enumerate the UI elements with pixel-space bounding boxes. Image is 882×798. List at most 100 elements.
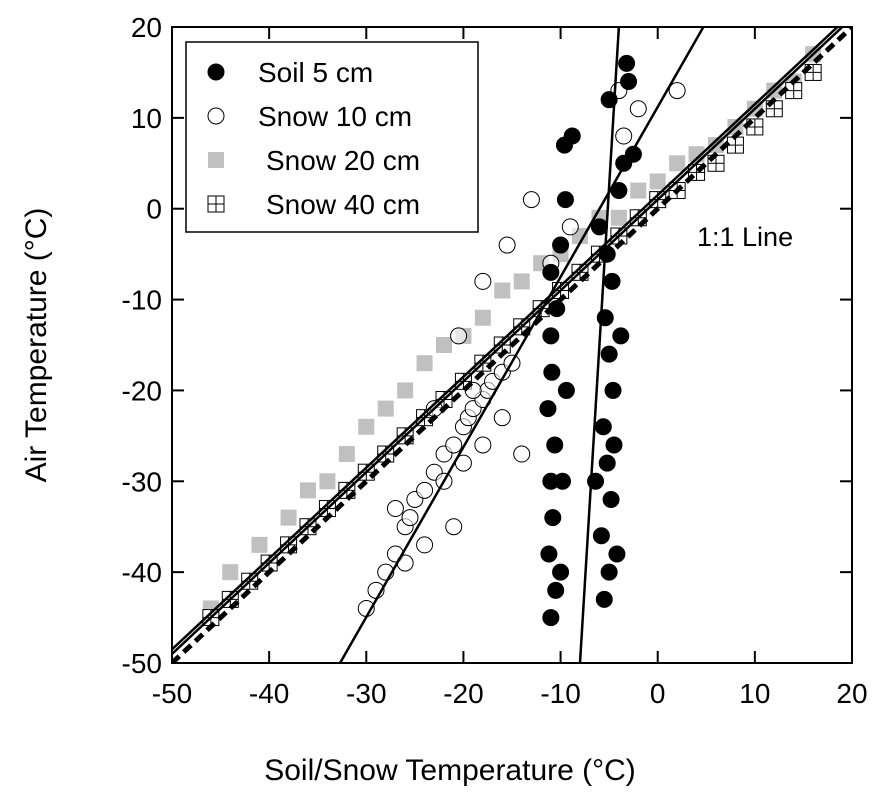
x-tick-label: -30 <box>346 678 386 709</box>
point <box>594 418 612 436</box>
point <box>207 107 225 125</box>
point <box>557 381 575 399</box>
point <box>556 191 574 209</box>
fit-line <box>172 27 839 651</box>
point <box>608 545 626 563</box>
plot-area <box>172 27 852 663</box>
y-tick-label: 20 <box>131 12 162 43</box>
y-tick-label: -20 <box>122 375 162 406</box>
point <box>513 445 531 463</box>
point <box>618 54 636 72</box>
point <box>602 490 620 508</box>
fit-line <box>172 27 844 655</box>
point <box>669 155 686 172</box>
point <box>493 409 511 427</box>
point <box>338 446 355 463</box>
legend-box <box>185 41 479 233</box>
point <box>620 73 638 91</box>
legend-label: Snow 20 cm <box>266 145 420 176</box>
point <box>436 337 452 353</box>
x-tick-label: 0 <box>650 678 666 709</box>
point <box>539 400 557 418</box>
legend-label: Snow 40 cm <box>266 189 420 220</box>
y-tick-label: -10 <box>122 285 162 316</box>
point <box>280 509 297 526</box>
annotation: 1:1 Line <box>697 222 793 252</box>
point <box>542 327 560 345</box>
legend-label: Snow 10 cm <box>258 101 412 132</box>
x-tick-label: -20 <box>443 678 483 709</box>
point <box>615 127 633 145</box>
point <box>598 454 616 472</box>
point <box>540 545 558 563</box>
point <box>604 381 622 399</box>
point <box>319 473 336 490</box>
point <box>543 363 561 381</box>
point <box>668 82 686 100</box>
point <box>649 173 666 190</box>
point <box>542 609 560 627</box>
point <box>300 482 316 499</box>
point <box>474 272 492 290</box>
point <box>522 191 540 209</box>
point <box>474 436 492 454</box>
point <box>251 536 268 553</box>
point <box>595 590 613 608</box>
point <box>542 263 560 281</box>
point <box>397 382 414 399</box>
point <box>555 136 573 154</box>
y-tick-label: 10 <box>131 103 162 134</box>
point <box>416 536 434 554</box>
point <box>450 327 468 345</box>
point <box>785 82 803 100</box>
y-tick-label: -30 <box>122 466 162 497</box>
point <box>547 581 565 599</box>
point <box>222 564 239 581</box>
x-tick-label: 10 <box>739 678 770 709</box>
point <box>546 436 564 454</box>
point <box>358 418 375 435</box>
x-tick-label: -10 <box>540 678 580 709</box>
plot-frame <box>171 26 853 664</box>
point <box>416 355 433 372</box>
point <box>600 345 618 363</box>
point <box>377 400 394 417</box>
point <box>386 500 404 518</box>
x-tick-label: 20 <box>836 678 867 709</box>
point <box>630 182 647 199</box>
point <box>544 509 562 527</box>
point <box>590 218 608 236</box>
legend: Soil 5 cm Snow 10 cm Snow 20 cm Snow 40 cm <box>185 41 479 233</box>
point <box>600 563 618 581</box>
point <box>612 327 630 345</box>
point <box>208 152 224 168</box>
point <box>207 195 225 213</box>
point <box>494 282 511 299</box>
point <box>552 236 570 254</box>
point <box>207 63 225 81</box>
fit-line <box>338 27 705 663</box>
point <box>592 527 610 545</box>
y-axis-title: Air Temperature (°C) <box>20 208 53 483</box>
point <box>445 518 463 536</box>
x-tick-label: -40 <box>249 678 289 709</box>
identity-line <box>172 27 852 663</box>
x-axis-title: Soil/Snow Temperature (°C) <box>264 754 636 787</box>
point <box>629 100 647 118</box>
point <box>416 481 434 499</box>
point <box>561 218 579 236</box>
point <box>554 472 572 490</box>
point <box>726 136 744 154</box>
x-tick-label: -50 <box>152 678 192 709</box>
y-tick-label: -50 <box>122 648 162 679</box>
point <box>498 236 516 254</box>
fit-line <box>578 27 621 663</box>
point <box>605 436 623 454</box>
point <box>610 209 627 226</box>
legend-label: Soil 5 cm <box>258 57 373 88</box>
point <box>445 436 463 454</box>
y-tick-label: 0 <box>146 194 162 225</box>
y-tick-label: -40 <box>122 557 162 588</box>
